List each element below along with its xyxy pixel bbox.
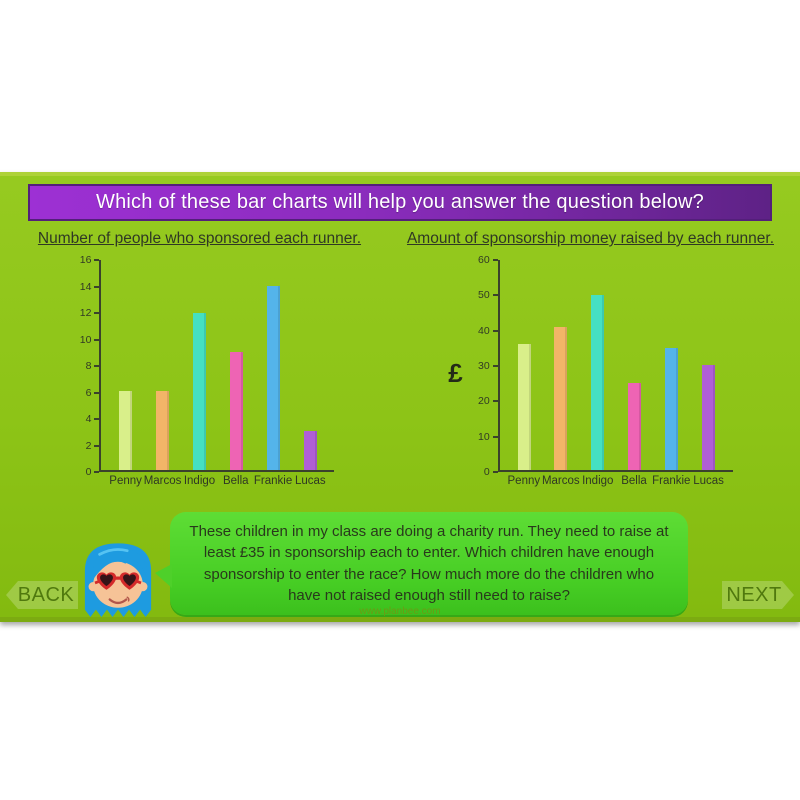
speech-bubble: These children in my class are doing a c… — [155, 512, 688, 616]
teacher-avatar — [72, 536, 164, 628]
bar-bella — [628, 382, 642, 470]
bar-penny — [119, 391, 133, 470]
bar-frankie — [664, 347, 678, 470]
y-tick-30: 30 — [478, 360, 498, 372]
y-tick-50: 50 — [478, 289, 498, 301]
title-banner: Which of these bar charts will help you … — [28, 184, 772, 221]
y-tick-16: 16 — [80, 254, 100, 266]
plot-area — [99, 260, 335, 472]
x-label-indigo: Indigo — [582, 475, 614, 487]
footer-url: www.planbee.com — [359, 606, 441, 617]
y-tick-8: 8 — [86, 360, 100, 372]
bar-marcos — [156, 391, 170, 470]
lesson-slide: Which of these bar charts will help you … — [0, 172, 800, 622]
bar-penny — [517, 344, 531, 470]
bar-indigo — [591, 295, 605, 470]
bar-marcos — [554, 326, 568, 470]
bar-bella — [229, 351, 243, 470]
y-tick-40: 40 — [478, 325, 498, 337]
bar-lucas — [701, 365, 715, 470]
charts-row: Number of people who sponsored each runn… — [26, 230, 774, 487]
plot-area — [497, 260, 733, 472]
bar-lucas — [303, 430, 317, 470]
y-tick-0: 0 — [484, 466, 498, 478]
x-label-frankie: Frankie — [253, 475, 293, 487]
y-tick-6: 6 — [86, 387, 100, 399]
x-label-lucas: Lucas — [295, 475, 326, 487]
y-axis-label-pound: £ — [448, 358, 463, 388]
x-label-marcos: Marcos — [541, 475, 580, 487]
back-button-label: BACK — [17, 583, 75, 606]
girl-with-heart-sunglasses-icon — [84, 543, 152, 617]
x-label-marcos: Marcos — [143, 475, 182, 487]
next-button[interactable]: NEXT — [722, 581, 794, 609]
y-tick-2: 2 — [86, 440, 100, 452]
chart-money-raised: Amount of sponsorship money raised by ea… — [407, 230, 774, 487]
title-banner-text: Which of these bar charts will help you … — [96, 191, 704, 213]
y-axis: 16 14 12 10 8 6 4 2 0 — [69, 254, 100, 478]
bar-indigo — [193, 312, 207, 470]
y-tick-60: 60 — [478, 254, 498, 266]
y-tick-12: 12 — [80, 307, 100, 319]
y-axis: 60 50 40 30 20 10 0 — [468, 254, 498, 478]
x-label-bella: Bella — [222, 475, 249, 487]
next-button-label: NEXT — [726, 583, 782, 606]
chart-title: Number of people who sponsored each runn… — [37, 230, 362, 247]
bar-frankie — [266, 286, 280, 470]
y-tick-14: 14 — [80, 281, 100, 293]
chart-title: Amount of sponsorship money raised by ea… — [406, 230, 774, 247]
back-button[interactable]: BACK — [6, 581, 78, 609]
x-label-frankie: Frankie — [652, 475, 691, 487]
x-axis-labels: Penny Marcos Indigo Bella Frankie Lucas — [101, 472, 334, 487]
y-tick-20: 20 — [478, 395, 498, 407]
question-text: These children in my class are doing a c… — [189, 523, 669, 604]
y-tick-4: 4 — [86, 413, 100, 425]
x-label-penny: Penny — [109, 475, 142, 487]
x-label-penny: Penny — [507, 475, 541, 487]
chart-people-sponsored: Number of people who sponsored each runn… — [26, 230, 373, 487]
y-tick-0: 0 — [86, 466, 100, 478]
x-axis-labels: Penny Marcos Indigo Bella Frankie Lucas — [500, 472, 733, 487]
x-label-bella: Bella — [621, 475, 647, 487]
x-label-lucas: Lucas — [693, 475, 724, 487]
x-label-indigo: Indigo — [183, 475, 216, 487]
y-tick-10: 10 — [80, 334, 100, 346]
y-tick-10: 10 — [478, 431, 498, 443]
